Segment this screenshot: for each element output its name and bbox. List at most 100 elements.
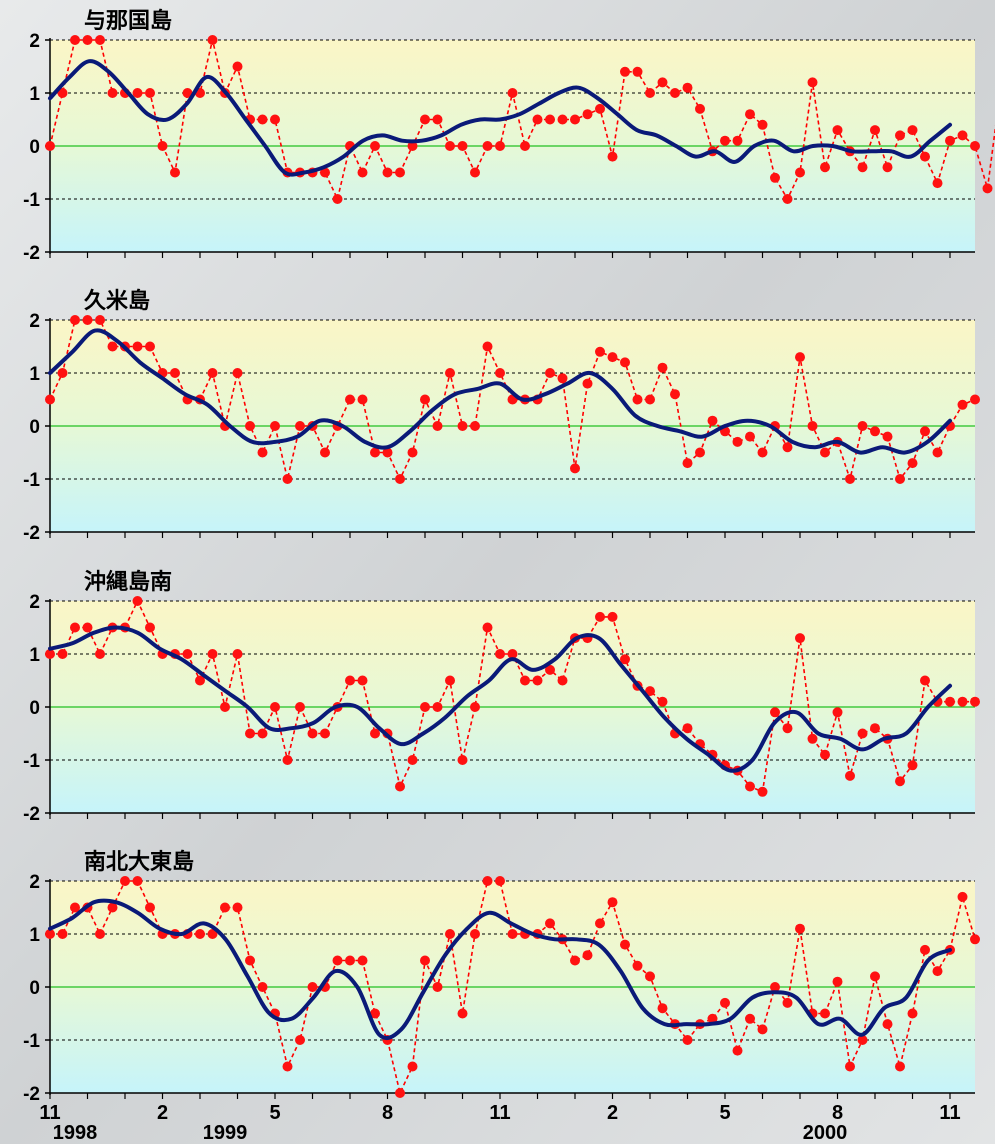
data-point [770, 707, 780, 718]
y-tick-label: -2 [23, 1084, 40, 1105]
data-point [395, 1088, 405, 1098]
data-point [295, 421, 305, 431]
data-point [945, 135, 955, 146]
data-point [870, 125, 880, 136]
data-point [682, 1035, 693, 1045]
data-point [570, 955, 580, 966]
data-point [145, 341, 155, 352]
data-point [520, 141, 530, 151]
data-point [320, 728, 330, 739]
data-point [145, 622, 155, 633]
y-tick-label: 0 [29, 417, 40, 438]
y-tick-label: 1 [29, 925, 40, 946]
data-point [107, 88, 118, 98]
data-point [795, 923, 805, 934]
data-point [507, 929, 518, 939]
data-point [95, 315, 105, 325]
data-point [645, 686, 655, 697]
data-point [782, 723, 793, 734]
data-point [70, 902, 80, 913]
data-point [82, 315, 93, 325]
data-point [445, 368, 455, 378]
data-point [732, 1045, 743, 1056]
data-point [620, 939, 630, 950]
data-point [545, 114, 555, 125]
y-tick-label: 1 [29, 84, 40, 105]
panel-title: 南北大東島 [84, 849, 194, 874]
y-tick-label: -2 [23, 523, 40, 544]
data-point [107, 341, 118, 352]
data-point [132, 341, 143, 352]
data-point [832, 976, 843, 987]
data-point [695, 103, 705, 114]
y-tick-label: 1 [29, 364, 40, 385]
data-point [745, 109, 755, 120]
data-point [807, 421, 818, 431]
data-point [345, 675, 355, 686]
panel-title: 与那国島 [84, 8, 172, 33]
data-point [107, 902, 118, 913]
data-point [457, 141, 468, 151]
data-point [895, 474, 905, 484]
year-label: 2000 [803, 1122, 848, 1144]
data-point [332, 955, 343, 966]
data-point [257, 728, 268, 739]
data-point [357, 955, 368, 966]
data-point [182, 649, 193, 659]
chart-panel: 2 1 0 -1 -2 沖縄島南 [23, 569, 980, 825]
data-point [482, 341, 493, 352]
data-point [707, 415, 718, 426]
data-point [620, 654, 630, 665]
y-tick-label: 0 [29, 137, 40, 158]
data-point [920, 944, 930, 955]
data-point [645, 88, 655, 98]
y-tick-label: -2 [23, 243, 40, 264]
data-point [532, 114, 543, 125]
chart-panel: 2 1 0 -1 -2 与那国島 [23, 8, 995, 264]
data-point [370, 447, 380, 458]
y-tick-label: 0 [29, 698, 40, 719]
data-point [245, 955, 255, 966]
data-point [45, 649, 55, 659]
data-point [945, 696, 955, 707]
data-point [145, 88, 155, 98]
data-point [807, 733, 818, 744]
data-point [207, 929, 218, 939]
data-point [607, 151, 618, 162]
series-smoothed-line [48, 328, 952, 455]
data-point [307, 728, 318, 739]
data-point [620, 66, 630, 77]
data-point [420, 114, 430, 125]
data-point [70, 315, 80, 325]
x-tick-label: 11 [39, 1102, 60, 1124]
data-point [170, 167, 180, 178]
data-point [470, 929, 480, 939]
data-point [395, 167, 405, 178]
y-tick-label: 2 [29, 31, 40, 52]
data-point [432, 982, 443, 992]
data-point [907, 1008, 918, 1019]
data-point [770, 982, 780, 992]
data-point [545, 664, 555, 675]
data-point [132, 596, 143, 606]
x-tick-label: 11 [489, 1102, 510, 1124]
data-point [432, 702, 443, 712]
data-point [495, 368, 505, 378]
data-point [582, 378, 593, 389]
data-point [445, 929, 455, 939]
data-point [820, 447, 830, 458]
data-point [845, 474, 855, 484]
data-point [957, 399, 968, 410]
data-point [682, 723, 693, 734]
data-point [695, 447, 705, 458]
data-point [195, 675, 205, 686]
data-point [382, 167, 393, 178]
data-point [545, 918, 555, 929]
data-point [645, 971, 655, 982]
data-point [882, 431, 893, 442]
data-point [232, 902, 243, 913]
data-point [432, 421, 443, 431]
data-point [382, 447, 393, 458]
data-point [357, 167, 368, 178]
data-point [907, 125, 918, 136]
